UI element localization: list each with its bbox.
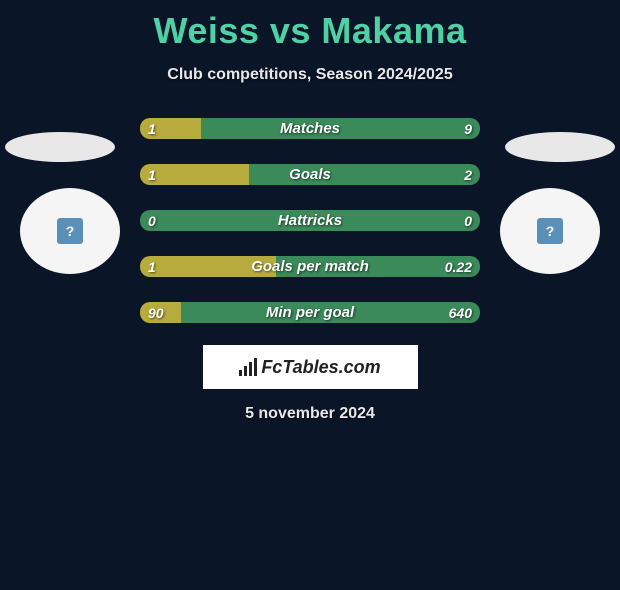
stat-value-right: 2 [464,164,472,185]
comparison-bars: Matches19Goals12Hattricks00Goals per mat… [140,118,480,323]
stat-label: Hattricks [140,210,480,231]
branding-badge: FcTables.com [203,345,418,389]
stat-value-left: 1 [148,164,156,185]
stat-bar: Goals per match1 0.22 [140,256,480,277]
stat-label: Goals [140,164,480,185]
stat-value-left: 1 [148,118,156,139]
avatar-placeholder-icon: ? [57,218,83,244]
stat-label: Min per goal [140,302,480,323]
stat-value-right: 0.22 [445,256,472,277]
page-title: Weiss vs Makama [0,10,620,52]
stat-value-left: 90 [148,302,164,323]
stat-bar: Hattricks0 0 [140,210,480,231]
page-subtitle: Club competitions, Season 2024/2025 [0,66,620,84]
player-avatar-left: ? [20,188,120,274]
club-badge-right [505,132,615,162]
player-avatar-right: ? [500,188,600,274]
stat-value-left: 1 [148,256,156,277]
avatar-placeholder-icon: ? [537,218,563,244]
bar-chart-icon [239,358,257,376]
branding-label: FcTables.com [261,357,380,378]
stat-label: Matches [140,118,480,139]
stat-bar: Goals1 2 [140,164,480,185]
stat-value-right: 640 [449,302,472,323]
stat-value-right: 9 [464,118,472,139]
club-badge-left [5,132,115,162]
stat-bar: Matches1 9 [140,118,480,139]
stat-value-left: 0 [148,210,156,231]
stat-bar: Min per goal90 640 [140,302,480,323]
stat-value-right: 0 [464,210,472,231]
footer-date: 5 november 2024 [0,405,620,423]
stat-label: Goals per match [140,256,480,277]
